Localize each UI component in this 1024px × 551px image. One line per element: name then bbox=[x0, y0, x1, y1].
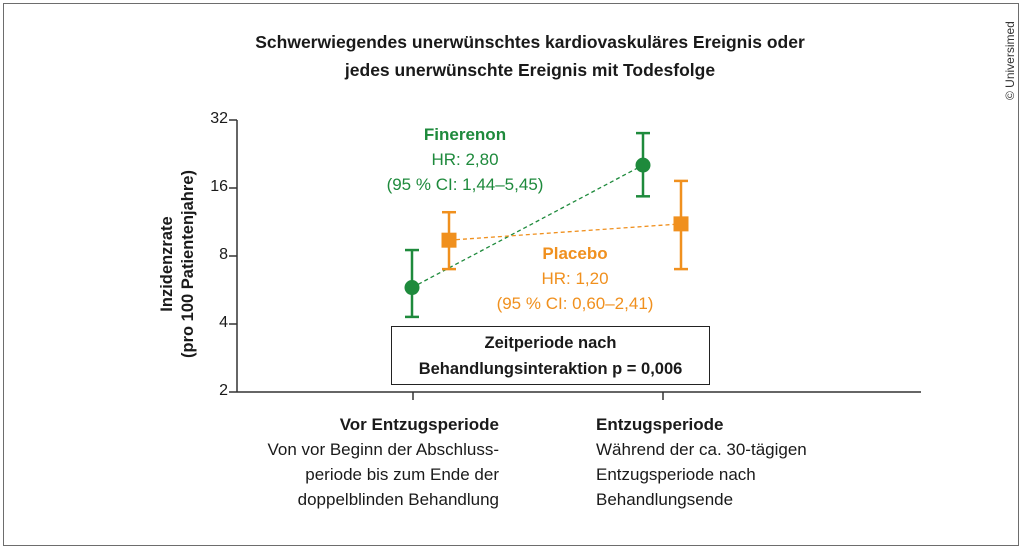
interaction-line-2: Behandlungsinteraktion p = 0,006 bbox=[392, 356, 709, 382]
data-marks bbox=[404, 131, 689, 319]
finerenon-point-1 bbox=[635, 157, 651, 173]
category-desc-line: doppelblinden Behandlung bbox=[297, 490, 499, 509]
category-heading: Vor Entzugsperiode bbox=[339, 415, 499, 434]
finerenon-point-0 bbox=[404, 280, 420, 296]
category-heading: Entzugsperiode bbox=[596, 415, 724, 434]
category-desc-line: Behandlungsende bbox=[596, 490, 734, 509]
category-desc-line: Entzugsperiode nach bbox=[596, 465, 756, 484]
category-desc-line: Von vor Beginn der Abschluss- bbox=[267, 440, 499, 459]
y-tick-label-16: 16 bbox=[210, 178, 228, 195]
chart-title-line-1: Schwerwiegendes unerwünschtes kardiovask… bbox=[255, 32, 805, 52]
interaction-prefix: Behandlungsinteraktion p = bbox=[418, 360, 642, 378]
placebo-point-0 bbox=[441, 232, 457, 248]
interaction-box: Zeitperiode nach Behandlungsinteraktion … bbox=[391, 326, 710, 385]
placebo-connector-line bbox=[448, 223, 682, 241]
finerenon-series-name: Finerenon bbox=[423, 125, 507, 144]
interaction-line-1: Zeitperiode nach bbox=[484, 334, 617, 352]
finerenon-connector-line bbox=[411, 164, 644, 289]
placebo-annotation: Placebo HR: 1,20 (95 % CI: 0,60–2,41) bbox=[475, 241, 675, 316]
y-tick-label-8: 8 bbox=[219, 246, 228, 263]
y-tick-label-2: 2 bbox=[219, 382, 228, 399]
placebo-series-name: Placebo bbox=[542, 244, 608, 263]
placebo-hr: HR: 1,20 bbox=[541, 269, 609, 288]
placebo-point-1 bbox=[673, 216, 689, 232]
interaction-p-value: 0,006 bbox=[641, 360, 683, 378]
chart-frame bbox=[3, 3, 1019, 546]
finerenon-ci: (95 % CI: 1,44–5,45) bbox=[386, 175, 544, 194]
category-desc-line: periode bis zum Ende der bbox=[305, 465, 499, 484]
finerenon-annotation: Finerenon HR: 2,80 (95 % CI: 1,44–5,45) bbox=[365, 122, 565, 197]
category-entzugsperiode: Entzugsperiode Während der ca. 30-tägige… bbox=[596, 412, 807, 512]
chart-title-line-2: jedes unerwünschte Ereignis mit Todesfol… bbox=[344, 60, 716, 80]
category-vor-entzugsperiode: Vor Entzugsperiode Von vor Beginn der Ab… bbox=[267, 412, 499, 512]
category-desc-line: Während der ca. 30-tägigen bbox=[596, 440, 807, 459]
y-tick-label-4: 4 bbox=[219, 314, 228, 331]
placebo-ci: (95 % CI: 0,60–2,41) bbox=[496, 294, 654, 313]
finerenon-hr: HR: 2,80 bbox=[431, 150, 499, 169]
y-tick-label-32: 32 bbox=[210, 110, 228, 127]
